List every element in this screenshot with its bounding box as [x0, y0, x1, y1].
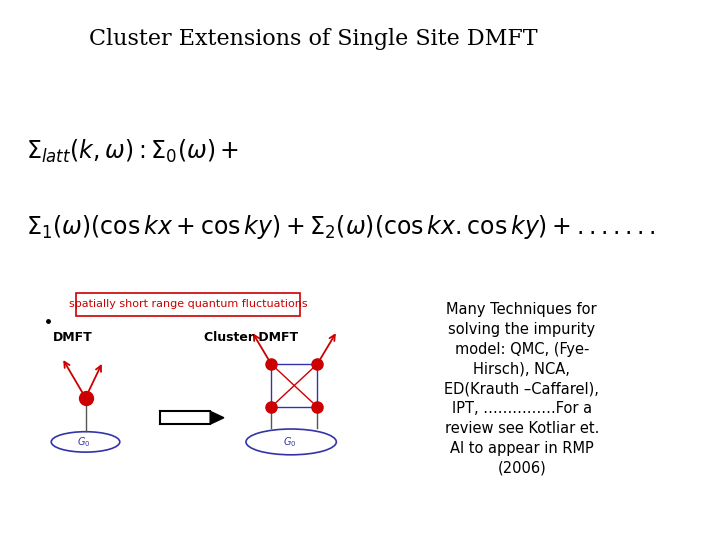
Bar	[76, 293, 300, 316]
Text: $G_0$: $G_0$	[282, 435, 296, 449]
Text: $G_0$: $G_0$	[77, 435, 91, 449]
Ellipse shape	[51, 431, 120, 452]
Text: DMFT: DMFT	[53, 330, 93, 343]
Text: spatially short range quantum fluctuations: spatially short range quantum fluctuatio…	[69, 299, 307, 309]
Text: Cluster DMFT: Cluster DMFT	[204, 330, 297, 343]
Polygon shape	[210, 411, 224, 424]
Text: $\Sigma_1(\omega)(\cos kx + \cos ky) + \Sigma_2(\omega)(\cos kx.\cos ky) + .....: $\Sigma_1(\omega)(\cos kx + \cos ky) + \…	[27, 213, 656, 241]
Text: $\Sigma_{latt}(k,\omega): \Sigma_0(\omega)+$: $\Sigma_{latt}(k,\omega): \Sigma_0(\omeg…	[27, 138, 240, 165]
Text: Many Techniques for
solving the impurity
model: QMC, (Fye-
Hirsch), NCA,
ED(Krau: Many Techniques for solving the impurity…	[444, 302, 599, 476]
Ellipse shape	[246, 429, 336, 455]
Text: Cluster Extensions of Single Site DMFT: Cluster Extensions of Single Site DMFT	[89, 28, 537, 50]
